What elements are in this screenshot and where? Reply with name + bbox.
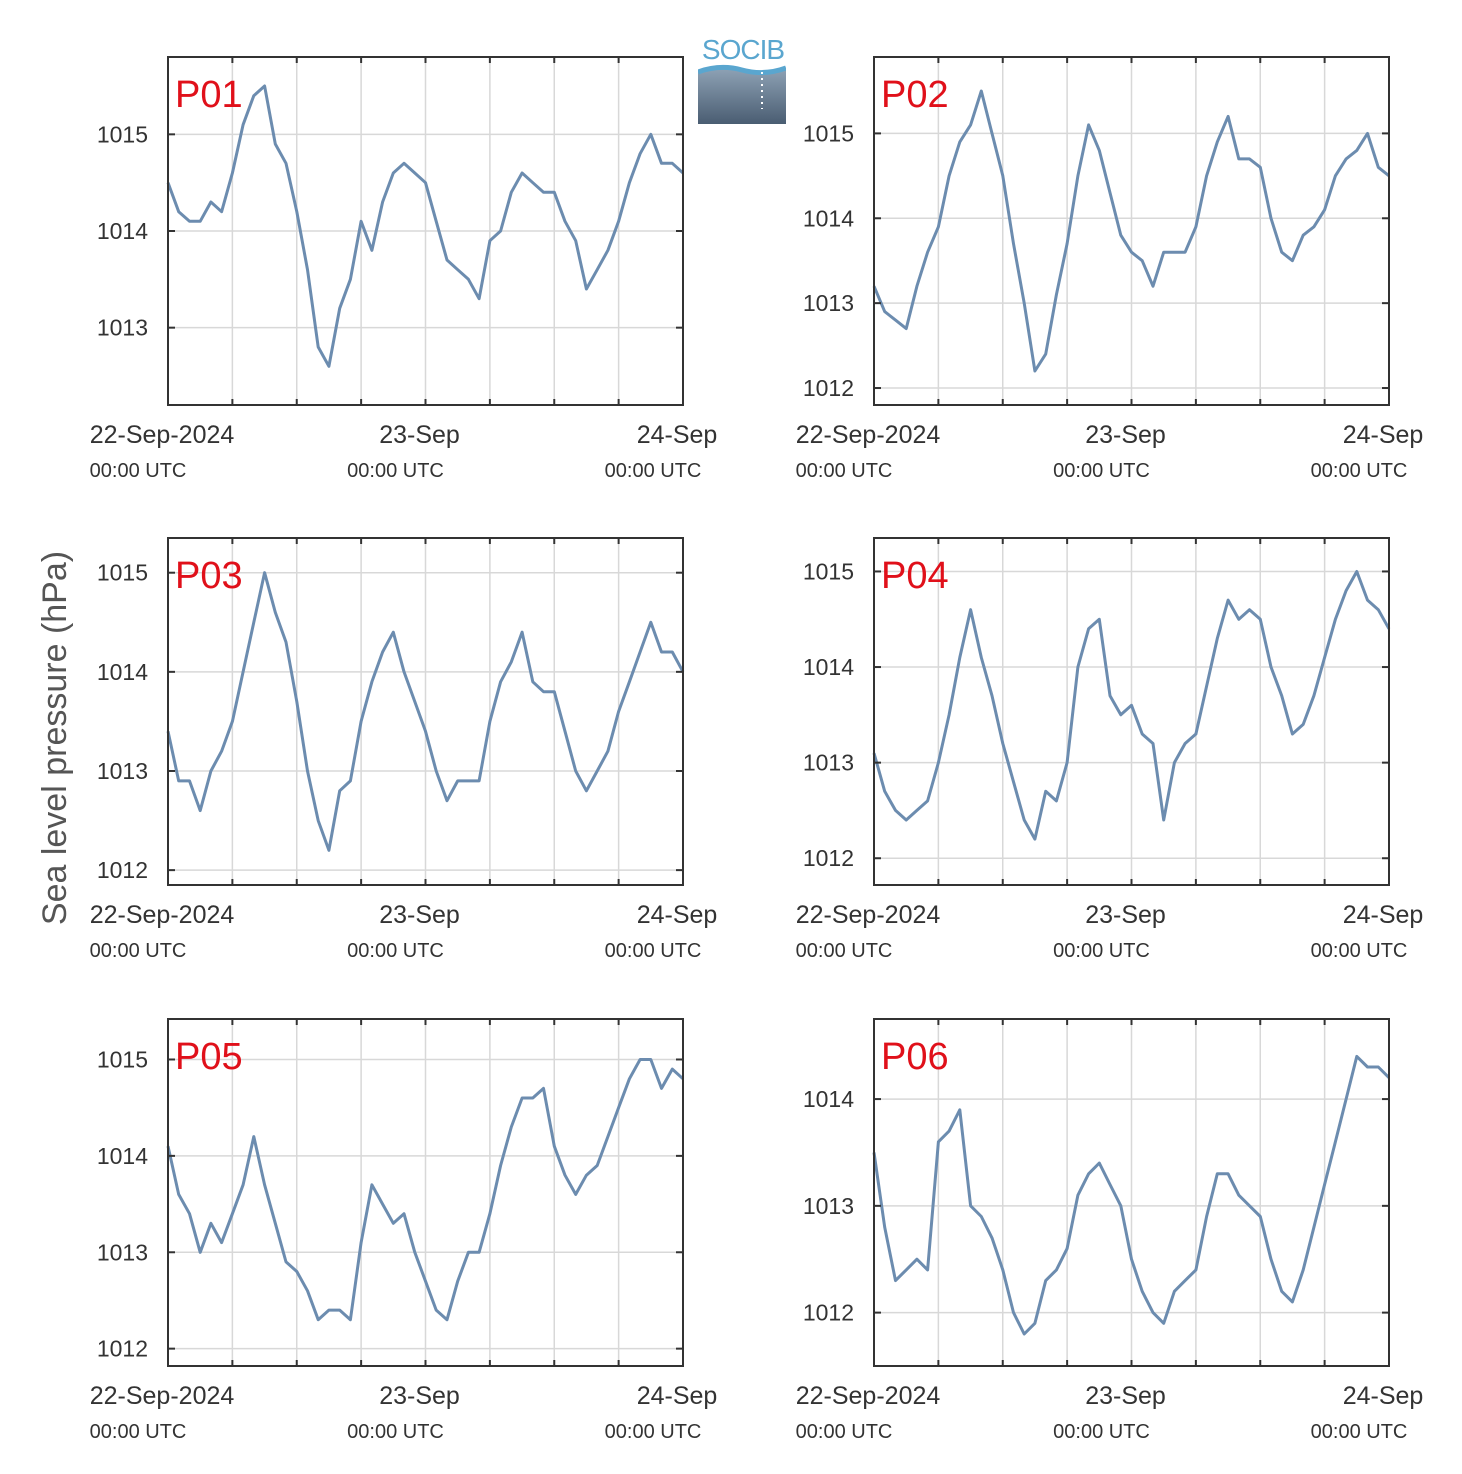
x-tick-label-time: 00:00 UTC — [1053, 1421, 1150, 1443]
y-tick-label: 1012 — [97, 1336, 148, 1362]
x-tick-label-date: 22-Sep-2024 — [796, 421, 941, 449]
chart-panel-p06: 1012 1013 1014 22-Sep-2024 00:00 UTC 23-Sep 00… — [796, 1018, 1424, 1443]
y-tick-label: 1014 — [803, 654, 854, 680]
y-tick-label: 1012 — [803, 845, 854, 871]
x-tick-label-time: 00:00 UTC — [605, 460, 702, 482]
x-tick-label-time: 00:00 UTC — [90, 1421, 187, 1443]
panel-label: P01 — [175, 74, 243, 116]
x-tick-label-date: 23-Sep — [1085, 1382, 1166, 1410]
x-tick-label-time: 00:00 UTC — [347, 1421, 444, 1443]
y-tick-label: 1015 — [97, 560, 148, 586]
chart-panel-p01: 1013 1014 1015 22-Sep-2024 00:00 UTC 23-Sep 00… — [90, 56, 718, 482]
x-tick-label-date: 22-Sep-2024 — [796, 901, 941, 929]
series-line — [166, 84, 685, 368]
series-line — [166, 571, 685, 852]
x-tick-label-date: 23-Sep — [1085, 901, 1166, 929]
x-tick-label-date: 22-Sep-2024 — [796, 1382, 941, 1410]
x-tick-label-date: 23-Sep — [379, 421, 460, 449]
panel-label: P05 — [175, 1036, 243, 1078]
y-tick-label: 1015 — [803, 120, 854, 146]
x-tick-label-time: 00:00 UTC — [605, 1421, 702, 1443]
series-line — [872, 570, 1391, 841]
logo-text: SOCIB — [701, 34, 785, 65]
y-tick-label: 1014 — [97, 1143, 148, 1169]
series-line — [166, 1058, 685, 1322]
x-tick-label-time: 00:00 UTC — [90, 940, 187, 962]
chart-panel-p04: 1012 1013 1014 1015 22-Sep-2024 00:00 UTC 23-S… — [796, 537, 1424, 962]
x-tick-label-date: 24-Sep — [1343, 1382, 1424, 1410]
x-tick-label-date: 22-Sep-2024 — [90, 421, 235, 449]
x-tick-label-date: 24-Sep — [1343, 421, 1424, 449]
x-tick-label-date: 23-Sep — [1085, 421, 1166, 449]
panel-label: P03 — [175, 555, 243, 597]
y-axis-label: Sea level pressure (hPa) — [36, 551, 74, 925]
x-tick-label-date: 22-Sep-2024 — [90, 1382, 235, 1410]
x-tick-label-date: 24-Sep — [637, 1382, 718, 1410]
x-tick-label-time: 00:00 UTC — [1053, 460, 1150, 482]
x-tick-label-date: 24-Sep — [637, 901, 718, 929]
chart-panel-p05: 1012 1013 1014 1015 22-Sep-2024 00:00 UTC 23-S… — [90, 1018, 718, 1443]
y-tick-label: 1012 — [803, 375, 854, 401]
panel-label: P04 — [881, 555, 949, 597]
socib-logo: SOCIB — [697, 34, 789, 126]
y-tick-label: 1013 — [97, 1239, 148, 1265]
y-tick-label: 1012 — [97, 857, 148, 883]
x-tick-label-date: 22-Sep-2024 — [90, 901, 235, 929]
logo-graphic — [698, 64, 786, 124]
y-tick-label: 1013 — [803, 750, 854, 776]
x-tick-label-time: 00:00 UTC — [347, 940, 444, 962]
x-tick-label-time: 00:00 UTC — [1053, 940, 1150, 962]
x-tick-label-date: 23-Sep — [379, 901, 460, 929]
chart-panel-p03: 1012 1013 1014 1015 22-Sep-2024 00:00 UTC 23-S… — [90, 537, 718, 962]
x-tick-label-time: 00:00 UTC — [1311, 940, 1408, 962]
y-tick-label: 1015 — [97, 1046, 148, 1072]
panel-label: P06 — [881, 1036, 949, 1078]
x-tick-label-time: 00:00 UTC — [347, 460, 444, 482]
panels-group: 1013 1014 1015 22-Sep-2024 00:00 UTC 23-Sep 00… — [90, 56, 1424, 1443]
y-tick-label: 1013 — [803, 290, 854, 316]
series-line — [872, 1054, 1391, 1336]
x-tick-label-date: 24-Sep — [637, 421, 718, 449]
x-tick-label-date: 24-Sep — [1343, 901, 1424, 929]
y-tick-label: 1013 — [803, 1193, 854, 1219]
y-tick-label: 1012 — [803, 1300, 854, 1326]
x-tick-label-time: 00:00 UTC — [1311, 460, 1408, 482]
y-tick-label: 1014 — [97, 218, 148, 244]
x-tick-label-time: 00:00 UTC — [1311, 1421, 1408, 1443]
x-tick-label-date: 23-Sep — [379, 1382, 460, 1410]
panel-label: P02 — [881, 74, 949, 116]
y-tick-label: 1014 — [803, 1086, 854, 1112]
y-tick-label: 1014 — [803, 205, 854, 231]
y-tick-label: 1015 — [97, 121, 148, 147]
x-tick-label-time: 00:00 UTC — [90, 460, 187, 482]
x-tick-label-time: 00:00 UTC — [605, 940, 702, 962]
series-line — [872, 89, 1390, 373]
x-tick-label-time: 00:00 UTC — [796, 940, 893, 962]
y-tick-label: 1015 — [803, 558, 854, 584]
chart-panel-p02: 1012 1013 1014 1015 22-Sep-2024 00:00 UTC 23-S… — [796, 56, 1424, 482]
x-tick-label-time: 00:00 UTC — [796, 1421, 893, 1443]
y-tick-label: 1013 — [97, 758, 148, 784]
y-tick-label: 1013 — [97, 315, 148, 341]
y-tick-label: 1014 — [97, 659, 148, 685]
x-tick-label-time: 00:00 UTC — [796, 460, 893, 482]
